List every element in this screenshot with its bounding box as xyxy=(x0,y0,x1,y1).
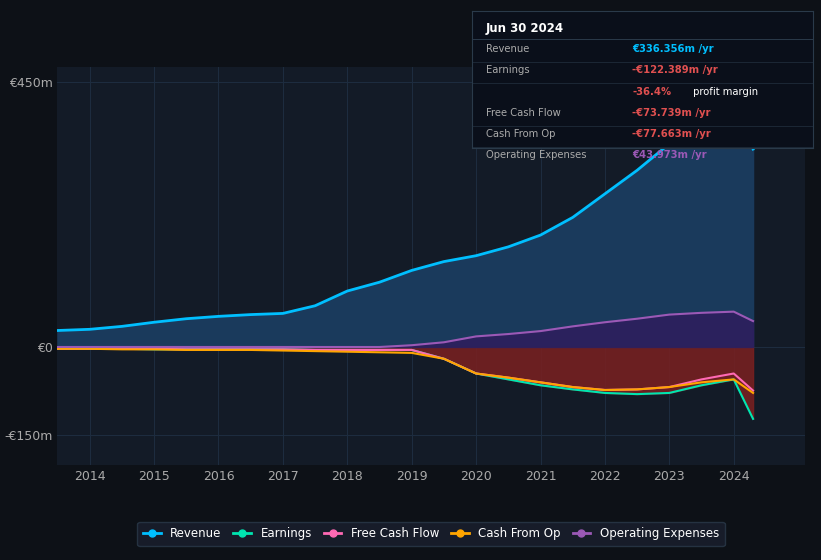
Text: -36.4%: -36.4% xyxy=(632,87,672,97)
Text: €336.356m /yr: €336.356m /yr xyxy=(632,44,713,54)
Text: Earnings: Earnings xyxy=(486,66,530,76)
Text: -€122.389m /yr: -€122.389m /yr xyxy=(632,66,718,76)
Text: Operating Expenses: Operating Expenses xyxy=(486,151,586,161)
Text: €43.973m /yr: €43.973m /yr xyxy=(632,151,707,161)
Text: Cash From Op: Cash From Op xyxy=(486,129,555,139)
Text: -€77.663m /yr: -€77.663m /yr xyxy=(632,129,711,139)
Legend: Revenue, Earnings, Free Cash Flow, Cash From Op, Operating Expenses: Revenue, Earnings, Free Cash Flow, Cash … xyxy=(137,521,725,547)
Text: Jun 30 2024: Jun 30 2024 xyxy=(486,22,564,35)
Text: Free Cash Flow: Free Cash Flow xyxy=(486,108,561,118)
Text: Revenue: Revenue xyxy=(486,44,529,54)
Text: -€73.739m /yr: -€73.739m /yr xyxy=(632,108,711,118)
Text: profit margin: profit margin xyxy=(690,87,759,97)
